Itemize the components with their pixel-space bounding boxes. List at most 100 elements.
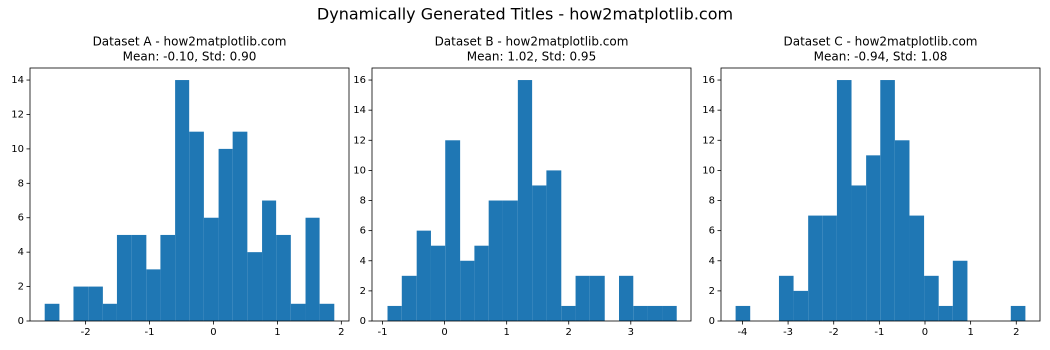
bar xyxy=(822,215,837,321)
bar xyxy=(836,80,852,321)
y-tick-label: 12 xyxy=(353,135,366,146)
bar xyxy=(203,217,219,321)
y-tick-label: 2 xyxy=(18,282,24,293)
axes-frame xyxy=(371,67,692,322)
y-tick-label: 12 xyxy=(11,109,24,120)
bar xyxy=(938,305,953,321)
x-tick-label: -1 xyxy=(378,327,388,338)
bar xyxy=(460,260,475,321)
bar xyxy=(909,215,925,321)
x-tick-label: -3 xyxy=(783,327,793,338)
bar xyxy=(952,260,968,321)
bar xyxy=(633,305,648,321)
y-tick-label: 16 xyxy=(702,75,715,86)
y-tick-label: 16 xyxy=(353,75,366,86)
x-tick-label: 1 xyxy=(274,327,280,338)
x-tick-label: 0 xyxy=(922,327,928,338)
x-tick-label: 0 xyxy=(441,327,447,338)
bar xyxy=(305,217,320,321)
bar xyxy=(894,140,910,321)
x-tick-label: -1 xyxy=(874,327,884,338)
figure-title: Dynamically Generated Titles - how2matpl… xyxy=(317,5,733,24)
bar xyxy=(880,80,895,321)
y-tick-label: 10 xyxy=(702,165,715,176)
y-tick-label: 14 xyxy=(353,105,366,116)
x-tick-label: 2 xyxy=(566,327,572,338)
bar xyxy=(116,234,132,321)
bar xyxy=(232,131,248,321)
y-tick-label: 0 xyxy=(709,316,715,327)
y-tick-label: 6 xyxy=(360,226,366,237)
x-tick-label: 2 xyxy=(1013,327,1019,338)
bar xyxy=(401,275,417,321)
axes-subtitle: Mean: -0.94, Std: 1.08 xyxy=(814,50,948,64)
axes-subtitle: Mean: -0.10, Std: 0.90 xyxy=(123,50,257,64)
bar xyxy=(319,303,335,321)
x-tick-label: 1 xyxy=(503,327,509,338)
y-tick-label: 6 xyxy=(18,213,24,224)
bar xyxy=(218,148,233,321)
y-tick-label: 8 xyxy=(709,196,715,207)
bar xyxy=(575,275,590,321)
y-tick-label: 4 xyxy=(18,247,24,258)
x-tick-label: 3 xyxy=(628,327,634,338)
axes-frame xyxy=(720,67,1041,322)
bar xyxy=(808,215,823,321)
x-tick-label: -2 xyxy=(81,327,91,338)
bar xyxy=(262,200,277,321)
x-tick-label: -2 xyxy=(829,327,839,338)
bar xyxy=(532,185,547,321)
bar xyxy=(88,286,103,321)
y-tick-label: 2 xyxy=(360,286,366,297)
bar xyxy=(778,275,794,321)
bar xyxy=(546,170,562,321)
bar xyxy=(517,80,533,321)
y-tick-label: 8 xyxy=(18,178,24,189)
bar xyxy=(735,305,751,321)
bar xyxy=(647,305,663,321)
bar xyxy=(416,230,431,321)
y-tick-label: 14 xyxy=(702,105,715,116)
bar xyxy=(131,234,147,321)
x-tick-label: 1 xyxy=(967,327,973,338)
bar xyxy=(619,275,634,321)
x-tick-label: 0 xyxy=(210,327,216,338)
y-tick-label: 0 xyxy=(18,316,24,327)
bar xyxy=(1010,305,1026,321)
bar xyxy=(189,131,204,321)
y-tick-label: 10 xyxy=(11,144,24,155)
bar xyxy=(924,275,939,321)
x-tick-label: -4 xyxy=(737,327,747,338)
bar xyxy=(290,303,306,321)
bar xyxy=(866,155,881,321)
bar xyxy=(276,234,291,321)
bar xyxy=(488,200,503,321)
axes-subtitle: Mean: 1.02, Std: 0.95 xyxy=(467,50,596,64)
bar xyxy=(474,245,489,321)
bar xyxy=(102,303,117,321)
y-tick-label: 0 xyxy=(360,316,366,327)
x-tick-label: 2 xyxy=(338,327,344,338)
axes-title: Dataset B - how2matplotlib.com xyxy=(435,35,629,49)
axes-frame xyxy=(29,67,350,322)
bar xyxy=(502,200,518,321)
bar xyxy=(160,234,176,321)
bar xyxy=(851,185,867,321)
bar xyxy=(561,305,576,321)
y-tick-label: 10 xyxy=(353,165,366,176)
bar xyxy=(589,275,605,321)
y-tick-label: 8 xyxy=(360,196,366,207)
bar xyxy=(445,140,461,321)
y-tick-label: 12 xyxy=(702,135,715,146)
axes-title: Dataset C - how2matplotlib.com xyxy=(783,35,977,49)
bar xyxy=(175,80,190,321)
bar xyxy=(662,305,677,321)
bar xyxy=(430,245,446,321)
bar xyxy=(793,290,809,321)
y-tick-label: 4 xyxy=(709,256,715,267)
bar xyxy=(44,303,60,321)
y-tick-label: 4 xyxy=(360,256,366,267)
x-tick-label: -1 xyxy=(145,327,155,338)
y-tick-label: 2 xyxy=(709,286,715,297)
